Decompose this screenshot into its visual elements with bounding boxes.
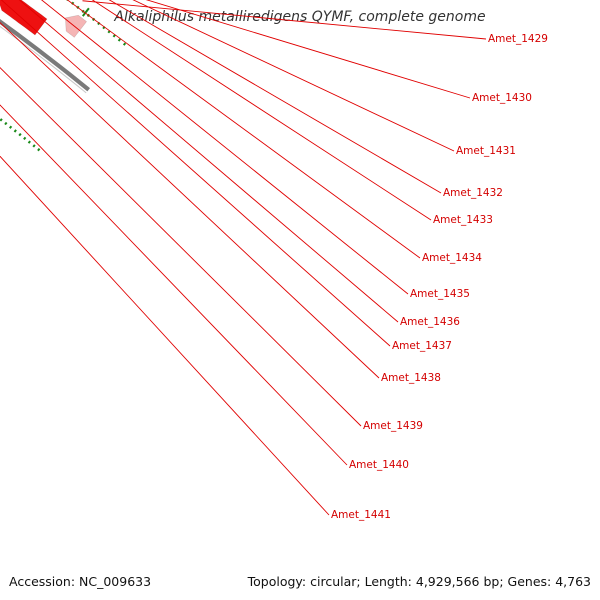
gene-label-leader — [0, 155, 330, 516]
gene-label: Amet_1430 — [472, 92, 532, 104]
gene-label-leader — [18, 0, 399, 323]
accession-text: Accession: NC_009633 — [9, 574, 152, 589]
gene-label: Amet_1433 — [433, 214, 493, 226]
gene-label: Amet_1431 — [456, 145, 516, 157]
gene-label-leader — [108, 0, 442, 194]
gene-label: Amet_1440 — [349, 459, 409, 471]
gene-label: Amet_1429 — [488, 33, 548, 45]
gene-label: Amet_1434 — [422, 252, 482, 264]
gene-arrow — [65, 14, 88, 38]
gene-label-leader — [91, 0, 432, 221]
gene-label: Amet_1439 — [363, 420, 423, 432]
gene-label: Amet_1438 — [381, 372, 441, 384]
inner-tick-dash — [81, 7, 90, 17]
gene-label: Amet_1436 — [400, 316, 460, 328]
gene-label-leader — [0, 0, 391, 347]
gene-label-leader — [132, 0, 455, 152]
gene-label-leader — [0, 22, 380, 379]
gene-label: Amet_1435 — [410, 288, 470, 300]
topology-text: Topology: circular; Length: 4,929,566 bp… — [247, 574, 591, 589]
gene-label-leader — [66, 0, 421, 259]
gene-label-leader — [0, 104, 348, 466]
gene-label: Amet_1432 — [443, 187, 503, 199]
gene-label-leader — [0, 67, 362, 427]
inner-tick-ring — [66, 0, 127, 46]
gene-label-leader — [41, 0, 409, 295]
gene-label: Amet_1437 — [392, 340, 452, 352]
gene-label-leader — [145, 0, 471, 99]
gene-label: Amet_1441 — [331, 509, 391, 521]
gene-label-callouts: Amet_1429 Amet_1430 Amet_1431 Amet_1432 Amet… — [0, 0, 548, 521]
